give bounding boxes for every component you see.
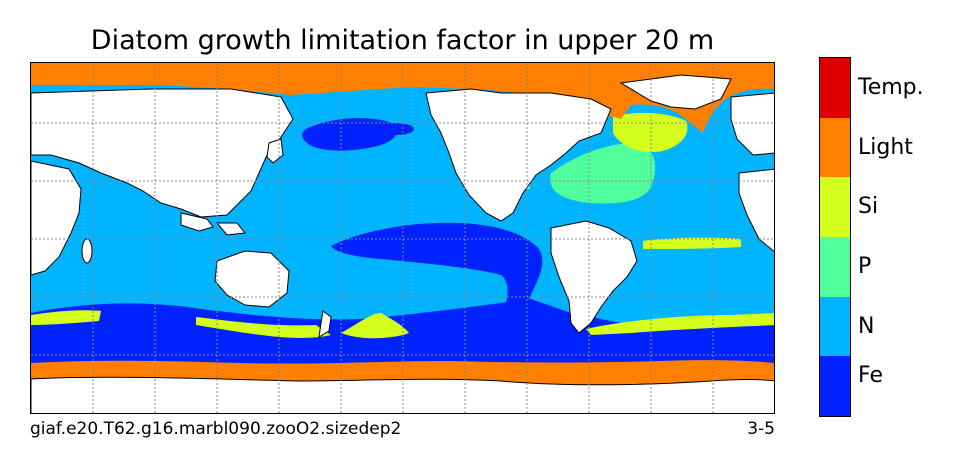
- indonesia-islands: [180, 212, 246, 236]
- north-pacific-fe: [302, 118, 397, 151]
- pacific-fe-tongue: [331, 222, 543, 322]
- map-title: Diatom growth limitation factor in upper…: [90, 25, 715, 56]
- north-pacific-fe-small: [378, 123, 414, 135]
- colorbar-label-fe: Fe: [858, 363, 883, 389]
- colorbar: [819, 57, 851, 417]
- colorbar-label-temp: Temp.: [858, 74, 924, 100]
- run-name-caption: giaf.e20.T62.g16.marbl090.zooO2.sizedep2: [30, 419, 402, 439]
- colorbar-segment-n: [820, 296, 850, 357]
- southern-si-band-indian: [31, 310, 101, 325]
- north-atlantic-p-region: [550, 143, 656, 204]
- africa-landmass: [31, 160, 82, 276]
- greenland-landmass: [619, 74, 732, 110]
- southern-si-band-central: [341, 313, 409, 339]
- south-america-landmass: [550, 220, 638, 334]
- colorbar-segment-light: [820, 117, 850, 178]
- season-caption: 3-5: [747, 419, 775, 439]
- colorbar-label-si: Si: [858, 194, 879, 220]
- graticule: [31, 63, 774, 413]
- australia-landmass: [214, 250, 290, 308]
- colorbar-segment-temp: [820, 58, 850, 118]
- colorbar-segment-p: [820, 237, 850, 297]
- colorbar-label-p: P: [858, 253, 872, 279]
- north-america-landmass: [425, 88, 612, 222]
- colorbar-label-n: N: [858, 313, 875, 339]
- colorbar-segment-si: [820, 177, 850, 237]
- new-zealand-islands: [318, 310, 332, 338]
- map-panel: [30, 62, 775, 414]
- southern-si-band-pacific: [196, 317, 331, 338]
- europe-right-landmass: [730, 92, 774, 156]
- southern-si-band-atlantic: [586, 313, 774, 335]
- madagascar-island: [81, 238, 93, 264]
- atlantic-equatorial-si: [643, 237, 741, 249]
- map-canvas: [31, 63, 774, 413]
- colorbar-segment-fe: [820, 356, 850, 416]
- colorbar-label-light: Light: [858, 134, 913, 160]
- eurasia-landmass: [31, 88, 294, 218]
